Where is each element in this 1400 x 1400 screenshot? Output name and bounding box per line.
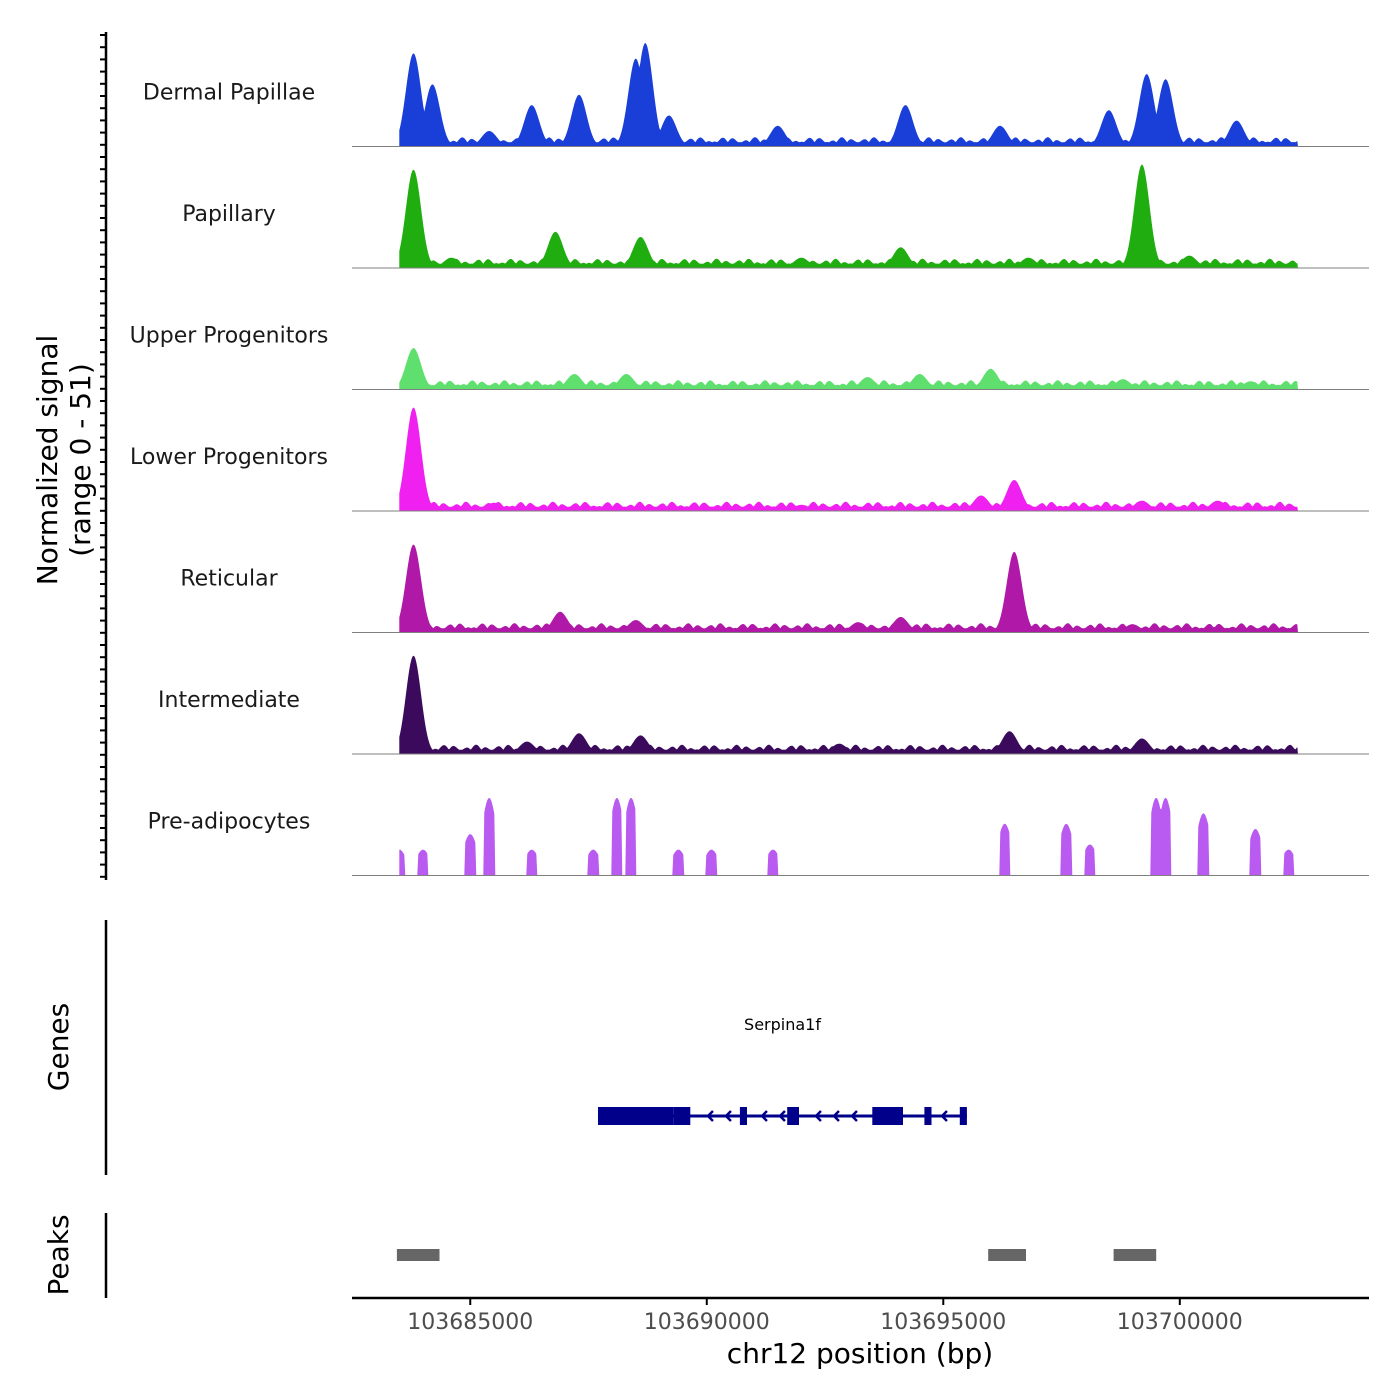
strand-arrow	[814, 1110, 822, 1122]
coverage-area	[399, 655, 1298, 754]
track-label: Lower Progenitors	[130, 445, 328, 470]
strand-arrow	[724, 1110, 732, 1122]
gene-exon	[787, 1107, 799, 1125]
coverage-track: Intermediate	[158, 655, 1369, 755]
gene-exon	[673, 1107, 691, 1125]
x-tick-label: 103700000	[1117, 1310, 1243, 1335]
peak-region	[1113, 1249, 1157, 1261]
gene-exon	[598, 1107, 674, 1125]
strand-arrow	[778, 1110, 786, 1122]
strand-arrow	[832, 1110, 840, 1122]
coverage-area	[399, 164, 1298, 268]
peak-region	[396, 1249, 440, 1261]
track-label: Pre-adipocytes	[148, 810, 311, 835]
x-axis-title: chr12 position (bp)	[727, 1337, 993, 1370]
peak-region	[988, 1249, 1026, 1261]
coverage-area	[399, 43, 1298, 147]
coverage-track: Upper Progenitors	[130, 324, 1369, 390]
track-label: Dermal Papillae	[143, 81, 315, 106]
y-axis-title-line1: Normalized signal	[31, 335, 64, 586]
gene-exon	[959, 1107, 967, 1125]
track-label: Upper Progenitors	[130, 324, 329, 349]
y-axis-title-line2: (range 0 - 51)	[64, 363, 97, 557]
track-label: Reticular	[180, 567, 278, 592]
y-axis-title: Normalized signal (range 0 - 51)	[31, 335, 97, 586]
gene-exon	[924, 1107, 932, 1125]
track-label: Intermediate	[158, 688, 300, 713]
gene-model: Serpina1f	[597, 1015, 967, 1125]
genes-track: Serpina1f	[597, 1015, 967, 1125]
coverage-area	[399, 544, 1298, 633]
x-axis-ticks: 103685000 103690000 103695000 103700000	[407, 1298, 1243, 1335]
coverage-tracks: Dermal Papillae Papillary Upper Progenitor…	[130, 43, 1369, 876]
track-label: Papillary	[182, 202, 276, 227]
strand-arrow	[940, 1110, 948, 1122]
peaks-track-label: Peaks	[42, 1214, 75, 1295]
coverage-track: Pre-adipocytes	[148, 797, 1369, 876]
coverage-track: Dermal Papillae	[143, 43, 1369, 147]
coverage-area	[399, 797, 1298, 876]
coverage-track: Reticular	[180, 544, 1369, 633]
gene-exon	[872, 1107, 903, 1125]
coverage-track: Lower Progenitors	[130, 407, 1369, 512]
gene-label: Serpina1f	[744, 1015, 821, 1034]
coverage-axis-ticks	[100, 34, 106, 878]
strand-arrow	[706, 1110, 714, 1122]
coverage-area	[399, 348, 1298, 390]
x-tick-label: 103695000	[880, 1310, 1006, 1335]
coverage-track: Papillary	[182, 164, 1369, 269]
strand-arrow	[850, 1110, 858, 1122]
genes-track-label: Genes	[42, 1003, 75, 1091]
peaks-track	[396, 1249, 1157, 1261]
coverage-area	[399, 407, 1298, 511]
gene-exon	[739, 1107, 747, 1125]
x-tick-label: 103685000	[407, 1310, 533, 1335]
strand-arrow	[760, 1110, 768, 1122]
x-tick-label: 103690000	[644, 1310, 770, 1335]
